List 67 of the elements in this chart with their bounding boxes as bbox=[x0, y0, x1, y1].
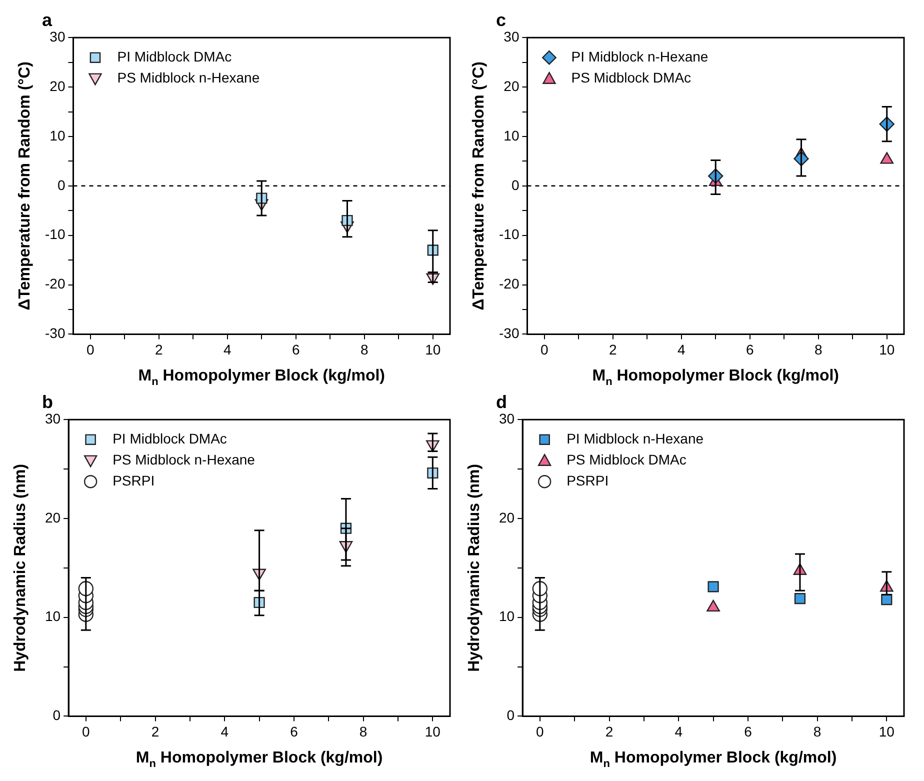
x-tick-label: 4 bbox=[220, 723, 229, 740]
legend-label: PI Midblock n-Hexane bbox=[571, 48, 708, 64]
x-tick-label: 2 bbox=[154, 341, 163, 358]
y-tick-label: 30 bbox=[498, 410, 515, 426]
y-tick-label: 20 bbox=[44, 509, 61, 526]
y-tick-label: 0 bbox=[511, 176, 520, 193]
y-tick-label: 30 bbox=[44, 410, 61, 426]
y-axis-title: ΔTemperature from Random (°C) bbox=[16, 62, 34, 310]
chart-title: b bbox=[42, 392, 53, 412]
y-axis-title: Hydrodynamic Radius (nm) bbox=[12, 464, 29, 672]
y-tick-label: 0 bbox=[57, 176, 66, 193]
x-tick-label: 0 bbox=[536, 723, 544, 740]
legend-label: PS Midblock n-Hexane bbox=[117, 69, 260, 86]
point bbox=[708, 581, 719, 592]
x-tick-label: 8 bbox=[813, 723, 822, 740]
legend-label: PI Midblock DMAc bbox=[112, 430, 227, 446]
y-tick-label: 10 bbox=[498, 608, 515, 624]
y-tick-label: -10 bbox=[45, 226, 66, 242]
x-tick-label: 0 bbox=[540, 341, 548, 358]
legend-label: PSRPI bbox=[566, 472, 609, 488]
x-tick-label: 6 bbox=[292, 341, 300, 358]
y-axis-title: ΔTemperature from Random (°C) bbox=[470, 62, 488, 310]
y-tick-label: 10 bbox=[50, 127, 66, 144]
legend-label: PI Midblock n-Hexane bbox=[566, 430, 704, 446]
legend-label: PS Midblock DMAc bbox=[566, 451, 686, 468]
chart-title: d bbox=[496, 392, 507, 412]
y-tick-label: 20 bbox=[504, 78, 520, 94]
x-tick-label: 8 bbox=[814, 341, 822, 358]
legend-label: PSRPI bbox=[112, 472, 155, 488]
x-tick-label: 6 bbox=[746, 341, 754, 358]
y-tick-label: -20 bbox=[45, 276, 66, 292]
y-axis-title: Hydrodynamic Radius (nm) bbox=[466, 464, 483, 672]
x-tick-label: 10 bbox=[879, 341, 895, 358]
x-tick-label: 10 bbox=[878, 723, 895, 740]
x-tick-label: 2 bbox=[608, 341, 617, 358]
x-tick-label: 4 bbox=[674, 723, 683, 740]
y-tick-label: 30 bbox=[504, 28, 520, 44]
x-tick-label: 6 bbox=[744, 723, 752, 740]
x-tick-label: 10 bbox=[425, 341, 441, 358]
y-tick-label: -10 bbox=[499, 226, 520, 242]
legend-label: PS Midblock DMAc bbox=[571, 69, 692, 86]
x-tick-label: 10 bbox=[424, 723, 441, 740]
y-tick-label: 0 bbox=[506, 707, 515, 724]
y-tick-label: 30 bbox=[50, 28, 66, 44]
legend-label: PS Midblock n-Hexane bbox=[112, 451, 256, 468]
y-tick-label: 20 bbox=[50, 78, 66, 94]
y-tick-label: -30 bbox=[499, 325, 520, 342]
y-tick-label: 10 bbox=[504, 127, 520, 144]
x-tick-label: 0 bbox=[82, 723, 90, 740]
chart-title: a bbox=[42, 10, 53, 30]
x-tick-label: 4 bbox=[223, 341, 232, 358]
x-tick-label: 2 bbox=[605, 723, 614, 740]
y-tick-label: 20 bbox=[498, 509, 515, 526]
x-tick-label: 2 bbox=[151, 723, 160, 740]
y-tick-label: 10 bbox=[44, 608, 61, 624]
point bbox=[794, 593, 806, 604]
y-tick-label: -30 bbox=[45, 325, 66, 342]
x-tick-label: 4 bbox=[677, 341, 686, 358]
x-tick-label: 8 bbox=[360, 341, 368, 358]
x-tick-label: 0 bbox=[86, 341, 94, 358]
legend-label: PI Midblock DMAc bbox=[117, 48, 232, 64]
point bbox=[880, 152, 894, 164]
x-tick-label: 6 bbox=[290, 723, 298, 740]
y-tick-label: 0 bbox=[52, 707, 61, 724]
chart-title: c bbox=[496, 10, 506, 30]
y-tick-label: -20 bbox=[499, 276, 520, 292]
x-tick-label: 8 bbox=[359, 723, 368, 740]
